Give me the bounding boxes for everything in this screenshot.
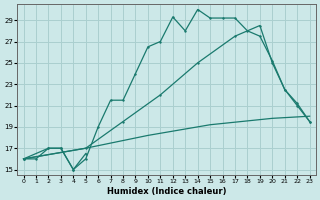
X-axis label: Humidex (Indice chaleur): Humidex (Indice chaleur) xyxy=(107,187,226,196)
